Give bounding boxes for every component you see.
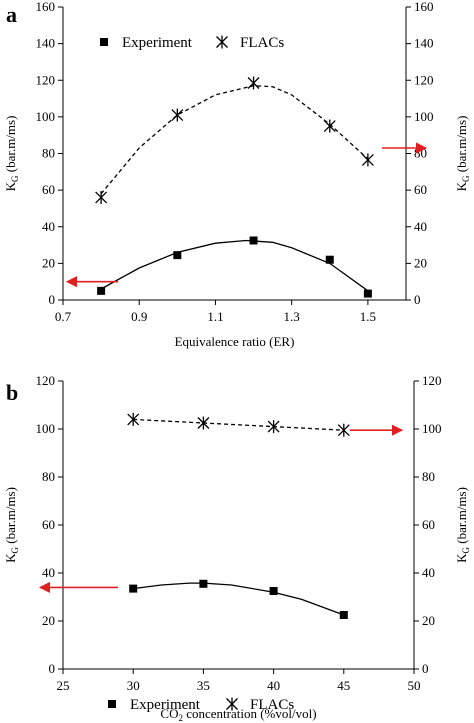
- y-tick-label-left: 120: [36, 72, 56, 87]
- y-tick-label-right: 60: [422, 517, 435, 532]
- experiment-point: [199, 579, 208, 588]
- panel-letter: a: [6, 2, 17, 27]
- flacs-fit-line: [133, 418, 344, 431]
- panel-letter: b: [6, 380, 18, 405]
- y-tick-label-right: 40: [422, 565, 435, 580]
- legend-marker-flacs: [216, 35, 228, 49]
- y-tick-label-left: 40: [42, 219, 55, 234]
- x-tick-label: 30: [127, 678, 140, 693]
- y-tick-label-right: 20: [422, 613, 435, 628]
- y-tick-label-right: 0: [414, 292, 421, 307]
- y-tick-label-left: 20: [42, 613, 55, 628]
- x-tick-label: 1.3: [284, 309, 300, 324]
- y-tick-label-right: 120: [414, 72, 434, 87]
- x-tick-label: 1.5: [360, 309, 376, 324]
- x-axis-label: Equivalence ratio (ER): [175, 334, 295, 349]
- legend-marker-experiment: [108, 700, 116, 708]
- x-tick-label: 25: [57, 678, 70, 693]
- flacs-point: [323, 119, 336, 133]
- experiment-point: [129, 584, 138, 593]
- flacs-point: [267, 420, 280, 434]
- experiment-point: [97, 286, 106, 295]
- experiment-fit-line: [100, 239, 369, 292]
- experiment-point: [339, 611, 348, 619]
- y-tick-label-left: 60: [42, 517, 55, 532]
- y-axis-label-right: KG (bar.m/ms): [454, 487, 471, 563]
- flacs-point: [171, 108, 184, 122]
- y-axis-label-right: KG (bar.m/ms): [454, 116, 471, 192]
- flacs-point: [95, 190, 108, 204]
- experiment-fit-line: [133, 582, 345, 616]
- y-tick-label-right: 20: [414, 255, 427, 270]
- y-axis-label-left: KG (bar.m/ms): [3, 487, 20, 563]
- flacs-point: [361, 153, 374, 167]
- flacs-point: [197, 416, 210, 430]
- y-tick-label-left: 100: [36, 109, 56, 124]
- experiment-point: [249, 236, 258, 245]
- legend-label-experiment: Experiment: [122, 35, 193, 51]
- x-tick-label: 0.7: [55, 309, 72, 324]
- flacs-point: [127, 412, 140, 426]
- legend-label-flacs: FLACs: [240, 35, 284, 51]
- experiment-point: [363, 289, 372, 298]
- legend-marker-experiment: [100, 38, 108, 46]
- x-tick-label: 1.1: [207, 309, 223, 324]
- y-tick-label-right: 60: [414, 182, 427, 197]
- legend-label-flacs: FLACs: [250, 697, 294, 713]
- y-axis-label-left: KG (bar.m/ms): [3, 116, 20, 192]
- experiment-point: [269, 587, 278, 595]
- y-tick-label-right: 120: [422, 373, 442, 388]
- y-tick-label-right: 0: [422, 661, 429, 676]
- x-tick-label: 45: [337, 678, 350, 693]
- flacs-point: [337, 423, 350, 437]
- y-tick-label-right: 140: [414, 36, 434, 51]
- legend-label-experiment: Experiment: [130, 697, 201, 713]
- experiment-point: [173, 251, 182, 260]
- y-tick-label-left: 60: [42, 182, 55, 197]
- x-axis-label: CO2 concentration (%vol/vol): [160, 706, 316, 723]
- y-tick-label-left: 80: [42, 146, 55, 161]
- y-tick-label-right: 100: [422, 421, 442, 436]
- x-tick-label: 35: [197, 678, 210, 693]
- x-tick-label: 0.9: [131, 309, 147, 324]
- legend: Experiment FLACs: [100, 35, 284, 51]
- y-tick-label-right: 100: [414, 109, 434, 124]
- flacs-fit-line: [100, 85, 369, 195]
- legend: Experiment FLACs: [108, 697, 294, 713]
- legend-marker-flacs: [226, 697, 238, 711]
- y-tick-label-left: 20: [42, 255, 55, 270]
- y-tick-label-left: 40: [42, 565, 55, 580]
- y-tick-label-left: 140: [36, 36, 56, 51]
- y-tick-label-left: 80: [42, 469, 55, 484]
- y-tick-label-left: 120: [36, 373, 56, 388]
- y-tick-label-right: 160: [414, 0, 434, 14]
- y-tick-label-left: 0: [49, 661, 56, 676]
- x-tick-label: 50: [408, 678, 421, 693]
- y-tick-label-right: 40: [414, 219, 427, 234]
- panel-b: b 0 0 20 20 40 40 60 60 80 80 100 100 120 120 25 30 35 40 4…: [3, 373, 471, 723]
- y-tick-label-left: 0: [49, 292, 56, 307]
- flacs-point: [247, 76, 260, 90]
- y-tick-label-right: 80: [422, 469, 435, 484]
- y-tick-label-left: 100: [36, 421, 56, 436]
- x-tick-label: 40: [267, 678, 280, 693]
- experiment-point: [325, 255, 334, 264]
- y-tick-label-left: 160: [36, 0, 56, 14]
